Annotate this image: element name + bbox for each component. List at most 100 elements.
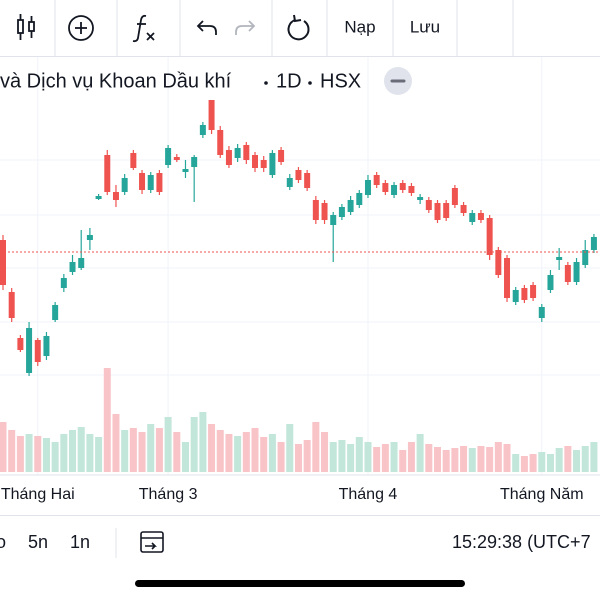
candle-body (373, 175, 380, 185)
volume-bar (0, 422, 7, 472)
candle-body (590, 237, 597, 250)
separator (308, 81, 312, 85)
volume-bar (338, 440, 346, 472)
candles-icon[interactable] (17, 14, 35, 40)
volume-bar (364, 442, 372, 472)
range-button[interactable]: o (0, 532, 6, 552)
candle-body (460, 205, 467, 213)
volume-bar (564, 446, 572, 472)
candle-body (347, 200, 354, 212)
candle-body (434, 203, 441, 220)
volume-bar (512, 454, 520, 472)
volume-bar (477, 446, 485, 472)
volume-bar (199, 412, 207, 472)
candle-body (121, 178, 128, 192)
range-button[interactable]: 1n (70, 532, 90, 552)
volume-bar (77, 427, 85, 472)
candle-body (295, 170, 302, 180)
candle-body (538, 307, 545, 318)
candle-body (391, 185, 398, 195)
volume-bar (164, 417, 172, 472)
candle-body (199, 125, 206, 135)
volume-bar (468, 448, 476, 472)
volume-bar (399, 450, 407, 472)
add-indicator-icon[interactable] (68, 15, 94, 41)
candle-body (286, 178, 293, 187)
candle-body (112, 192, 119, 200)
candle-body (139, 173, 146, 190)
range-button[interactable]: 5n (28, 532, 48, 552)
x-tick-label: Tháng Năm (500, 486, 584, 503)
volume-bar (355, 437, 363, 472)
candle-body (191, 157, 198, 167)
volume-bar (312, 422, 320, 472)
volume-bar (112, 414, 120, 472)
volume-bar (329, 442, 337, 472)
candle-body (26, 328, 33, 373)
candle-body (582, 250, 589, 265)
redo-icon[interactable] (235, 20, 256, 35)
candle-body (130, 153, 137, 168)
volume-bar (242, 432, 250, 472)
candle-body (382, 183, 389, 192)
volume-bar (25, 434, 33, 472)
candle-body (234, 148, 241, 158)
candle-body (564, 265, 571, 282)
x-tick-label: Tháng Hai (1, 486, 75, 503)
candle-body (52, 305, 59, 320)
candle-body (173, 157, 180, 160)
volume-bar (486, 447, 494, 472)
candle-body (86, 235, 93, 240)
volume-bar (34, 436, 42, 472)
candle-body (0, 240, 6, 285)
candle-body (338, 207, 345, 217)
separator (264, 81, 268, 85)
volume-bar (286, 424, 294, 472)
volume-bar (138, 432, 146, 472)
volume-bar (442, 450, 450, 472)
volume-bar (451, 448, 459, 472)
candle-body (530, 285, 537, 298)
candle-body (147, 175, 154, 190)
candle-body (252, 155, 259, 168)
candle-body (225, 150, 232, 165)
volume-bar (208, 424, 216, 472)
home-indicator (135, 580, 465, 587)
fx-icon[interactable] (132, 14, 155, 43)
candle-body (8, 292, 15, 318)
undo-icon[interactable] (196, 20, 217, 35)
candle-body (330, 215, 337, 225)
load-button[interactable]: Nạp (344, 17, 375, 36)
volume-bar (103, 368, 111, 472)
volume-bar (503, 444, 511, 472)
volume-bar (121, 430, 129, 472)
volume-bar (95, 437, 103, 472)
x-tick-label: Tháng 4 (339, 486, 398, 503)
volume-bar (538, 452, 546, 472)
volume-bar (321, 432, 329, 472)
volume-bar (181, 442, 189, 472)
volume-bar (294, 444, 302, 472)
toolbar (0, 0, 600, 57)
volume-bar (416, 434, 424, 472)
save-button[interactable]: Lưu (410, 17, 440, 36)
volume-bar (16, 436, 24, 472)
candle-body (217, 130, 224, 155)
goto-date-icon[interactable] (140, 531, 164, 553)
clock: 15:29:38 (UTC+7 (452, 532, 591, 552)
volume-bar (147, 424, 155, 472)
volume-bar (69, 430, 77, 472)
volume-bar (347, 444, 355, 472)
candle-body (260, 160, 267, 168)
candle-body (321, 203, 328, 220)
volume-bar (425, 444, 433, 472)
candle-body (243, 145, 250, 160)
candle-body (486, 218, 493, 255)
candle-body (547, 275, 554, 290)
reset-icon[interactable] (287, 14, 310, 41)
toolbar-dividers (54, 0, 514, 56)
volume-bar (216, 430, 224, 472)
candle-body (521, 288, 528, 300)
